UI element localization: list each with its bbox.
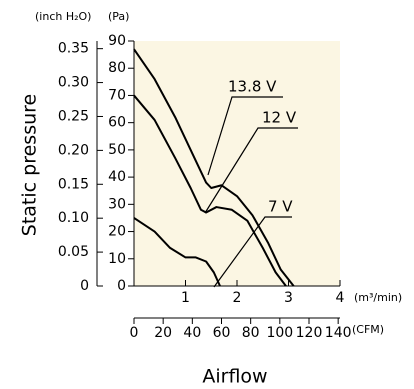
x2-tick-label: 20 [154,325,172,341]
y-tick-label: 80 [108,60,126,76]
y2-tick-label: 0 [80,278,89,294]
y-tick-label: 0 [117,278,126,294]
leader-line [204,127,298,214]
x2-tick-label: 120 [296,325,323,341]
y2-tick-label: 0.05 [58,244,89,260]
x2-tick-label: 0 [130,325,139,341]
y-tick-label: 20 [108,224,126,240]
x-tick-label: 3 [284,290,293,306]
y-tick-label: 30 [108,196,126,212]
series-label: 7 V [268,198,293,216]
y2-unit: (inch H₂O) [35,10,91,23]
series-label: 12 V [262,109,297,127]
y-tick-label: 50 [108,142,126,158]
series-label: 13.8 V [228,78,277,96]
x-unit: (m³/min) [354,291,402,304]
y2-tick-label: 0.15 [58,176,89,192]
x-tick-label: 1 [181,290,190,306]
y2-tick-label: 0.30 [58,75,89,91]
y-unit: (Pa) [108,10,129,23]
x-tick-label: 2 [233,290,242,306]
y-label: Static pressure [19,94,41,236]
leader-line [213,216,292,288]
x2-tick-label: 140 [325,325,352,341]
y2-tick-label: 0.10 [58,210,89,226]
x2-tick-label: 80 [242,325,260,341]
x-tick-label: 4 [336,290,345,306]
series-line [133,217,221,287]
x2-tick-label: 60 [213,325,231,341]
series-line [133,94,287,287]
leader-line [207,96,283,176]
leaders [204,96,298,288]
x2-tick-label: 40 [183,325,201,341]
x2-unit: (CFM) [352,323,384,336]
y2-tick-label: 0.35 [58,41,89,57]
y2-tick-label: 0.20 [58,142,89,158]
y2-tick-label: 0.25 [58,108,89,124]
y-tick-label: 90 [108,33,126,49]
y-tick-label: 60 [108,115,126,131]
x2-tick-label: 100 [266,325,293,341]
y-tick-label: 40 [108,169,126,185]
x-label: Airflow [202,366,267,388]
y-tick-label: 70 [108,87,126,103]
y-tick-label: 10 [108,251,126,267]
series-line [133,48,295,287]
